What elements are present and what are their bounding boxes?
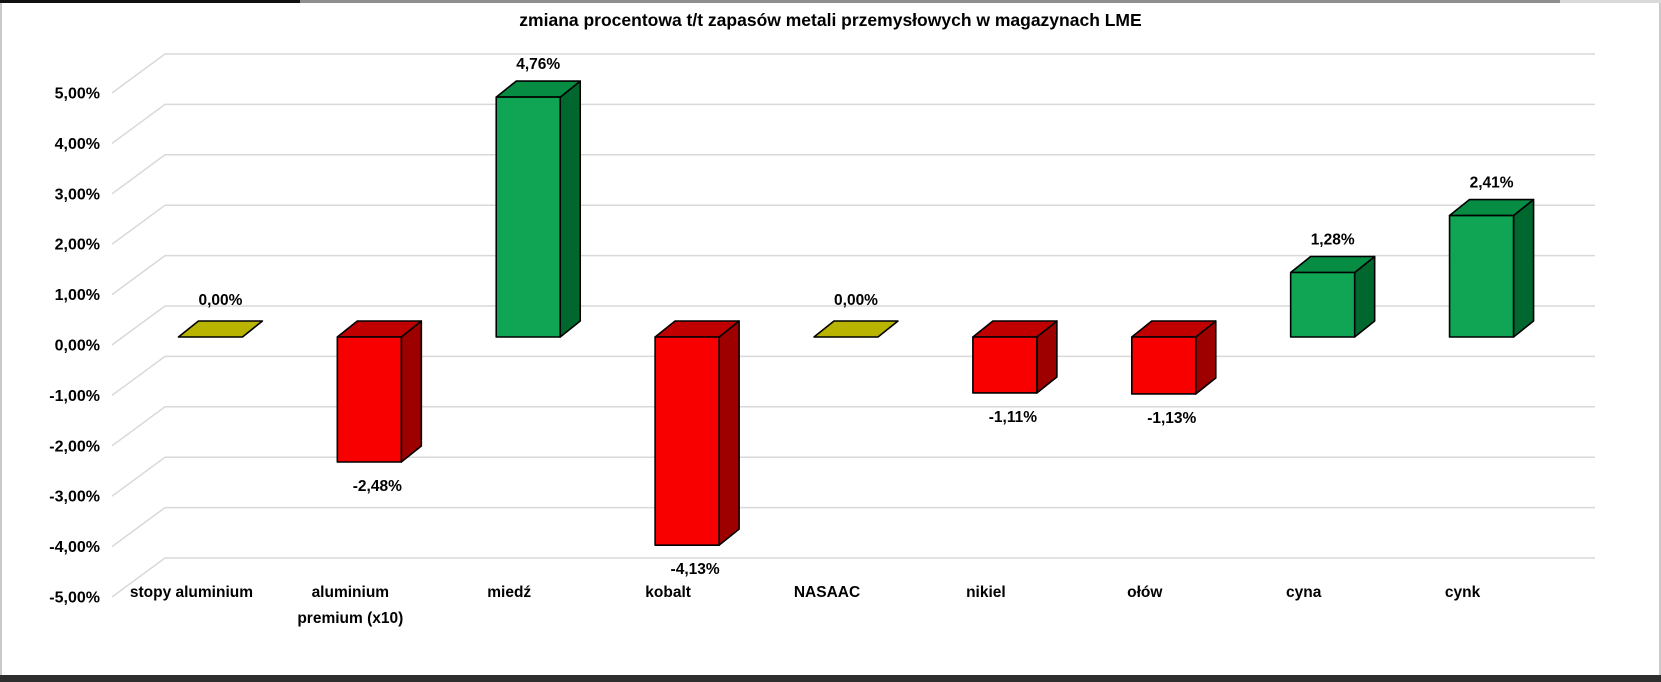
gridline — [111, 506, 1595, 548]
gridline — [111, 456, 1595, 497]
value-label: -2,48% — [353, 478, 402, 495]
y-axis-tick-label: 4,00% — [55, 136, 100, 153]
value-label: -1,13% — [1147, 410, 1196, 427]
category-label: miedź — [487, 584, 531, 601]
category-label: aluminium — [312, 584, 390, 601]
gridline — [111, 557, 1595, 598]
value-label: 4,76% — [516, 56, 560, 73]
category-label: cyna — [1286, 584, 1322, 601]
bar-o-w — [1130, 336, 1197, 395]
y-axis-tick-label: 2,00% — [55, 237, 100, 254]
gridline — [111, 254, 1595, 296]
window-bottom-edge — [0, 675, 1661, 682]
window-left-edge — [0, 0, 2, 682]
y-axis-tick-label: 0,00% — [55, 338, 100, 355]
value-label: 2,41% — [1470, 175, 1514, 192]
y-axis-tick-label: 5,00% — [55, 86, 100, 103]
bar-aluminium-premium-x10- — [336, 336, 403, 463]
gridline — [111, 355, 1595, 397]
window-right-edge — [1659, 0, 1661, 682]
y-axis-tick-label: 1,00% — [55, 287, 100, 304]
bar-side-aluminium-premium-x10- — [400, 320, 423, 463]
gridline — [111, 406, 1595, 447]
bar-cyna — [1289, 271, 1356, 338]
bar-side-cynk — [1512, 198, 1535, 338]
y-axis-tick-label: -1,00% — [49, 388, 100, 405]
bar-mied- — [495, 96, 562, 338]
bar-side-kobalt — [718, 320, 740, 546]
bar-stopy-aluminium — [177, 320, 264, 338]
window-top-edge — [0, 0, 1661, 3]
gridline — [111, 204, 1595, 245]
value-label: -1,11% — [989, 409, 1037, 426]
bar-nikiel — [972, 336, 1038, 394]
bar-side-mied- — [559, 80, 582, 338]
chart-title: zmiana procentowa t/t zapasów metali prz… — [519, 10, 1142, 30]
bar-kobalt — [654, 336, 720, 546]
y-axis-tick-label: -3,00% — [49, 489, 100, 506]
value-label: 0,00% — [834, 292, 878, 309]
gridline — [111, 53, 1595, 94]
category-label: cynk — [1445, 584, 1481, 601]
y-axis-tick-label: 3,00% — [55, 186, 100, 203]
bar-nasaac — [813, 320, 899, 338]
category-label: nikiel — [966, 584, 1006, 601]
value-label: 1,28% — [1311, 231, 1355, 248]
y-axis-tick-label: -4,00% — [49, 539, 100, 556]
category-label: ołów — [1127, 584, 1163, 601]
bar-cynk — [1448, 214, 1515, 338]
value-label: -4,13% — [671, 561, 720, 578]
gridline — [111, 154, 1595, 195]
category-label: NASAAC — [794, 584, 860, 601]
category-label: stopy aluminium — [130, 584, 253, 601]
gridline — [111, 103, 1595, 145]
category-label: premium (x10) — [297, 610, 403, 627]
y-axis-tick-label: -5,00% — [49, 590, 100, 607]
category-label: kobalt — [645, 584, 691, 601]
gridline — [111, 305, 1595, 346]
value-label: 0,00% — [198, 292, 242, 309]
y-axis-tick-label: -2,00% — [49, 438, 100, 455]
